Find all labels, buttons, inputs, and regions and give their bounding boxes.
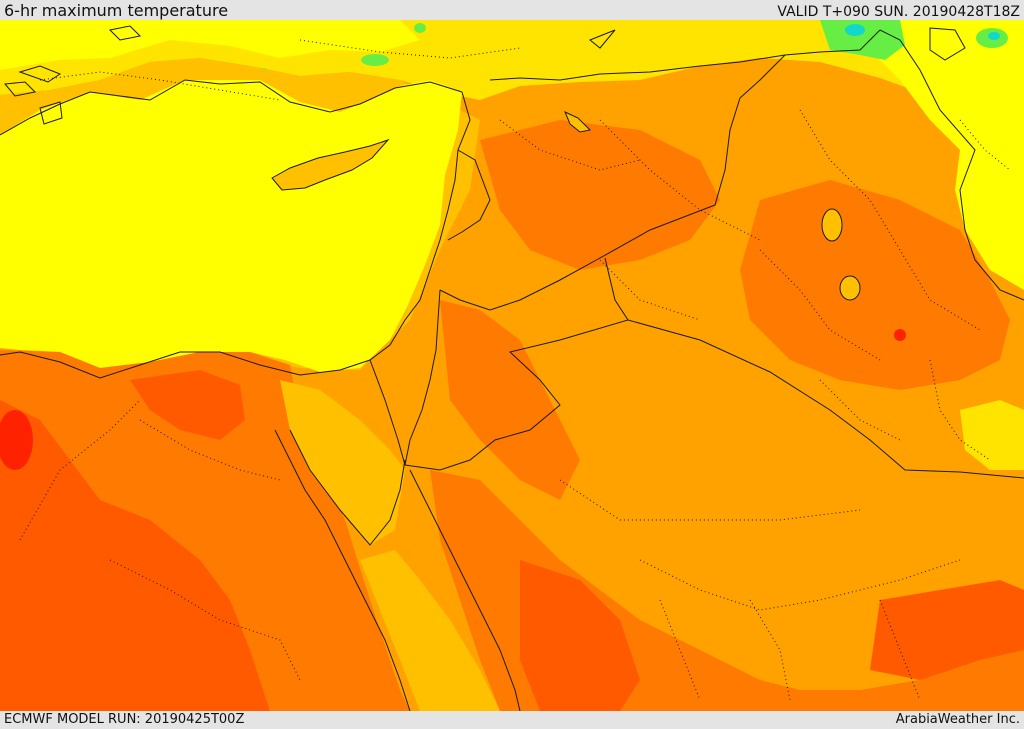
lake-habbaniyah: [839, 275, 861, 301]
field-iraq-hotspot: [894, 329, 906, 341]
coastline-red-sea-west: [274, 429, 411, 711]
field-cyprus: [271, 138, 390, 191]
border-syria-iraq: [439, 54, 786, 311]
border-lebanon: [447, 149, 491, 241]
field-gulf-yellow: [960, 400, 1024, 470]
coastline-north-islands: [4, 25, 966, 125]
valid-time: VALID T+090 SUN. 20190428T18Z: [777, 4, 1020, 20]
field-se-red: [870, 580, 1024, 680]
field-egypt-red-2: [130, 370, 245, 440]
lake-assad: [564, 111, 592, 133]
map-canvas: [0, 20, 1024, 711]
field-ne-cool-green: [820, 20, 905, 60]
model-run: ECMWF MODEL RUN: 20190425T00Z: [4, 712, 245, 727]
field-egypt-hotspot: [0, 410, 33, 470]
field-n-green-cell-3: [414, 23, 426, 33]
temperature-map: [0, 20, 1024, 711]
credit-label: ArabiaWeather Inc.: [895, 712, 1020, 727]
border-syria-turkey: [489, 29, 881, 81]
border-jordan-river: [404, 289, 441, 466]
coastline-turkey: [0, 79, 463, 136]
border-iraq-saudi: [627, 319, 1024, 479]
field-red-sea-coast: [360, 550, 500, 711]
border-egypt-israel: [369, 359, 406, 466]
coastline-sinai: [289, 429, 406, 546]
field-mediterranean: [0, 80, 462, 372]
map-title: 6-hr maximum temperature: [4, 1, 229, 20]
field-jordan-orange: [440, 300, 580, 500]
field-syria-orange: [480, 120, 720, 270]
field-ne-cyan-cell: [845, 24, 865, 36]
lake-tharthar: [821, 208, 843, 242]
field-sinai: [280, 380, 405, 545]
border-iraq-iran: [879, 29, 1024, 301]
field-ne-cyan-cell-2: [988, 32, 1000, 40]
footer-bar: [0, 711, 1024, 729]
field-egypt-red: [0, 400, 270, 711]
field-ne-lightyellow: [860, 20, 1024, 290]
field-n-green-cell: [361, 54, 389, 66]
header-bar: 6-hr maximum temperature VALID T+090 SUN…: [0, 0, 1024, 20]
field-north-lightyellow: [0, 20, 420, 70]
field-saudi-red: [520, 560, 640, 711]
admin-boundaries: [19, 39, 1011, 701]
field-iraq-orange: [740, 180, 1010, 390]
coastline-red-sea-east: [409, 469, 521, 711]
border-jordan-saudi: [404, 257, 629, 471]
